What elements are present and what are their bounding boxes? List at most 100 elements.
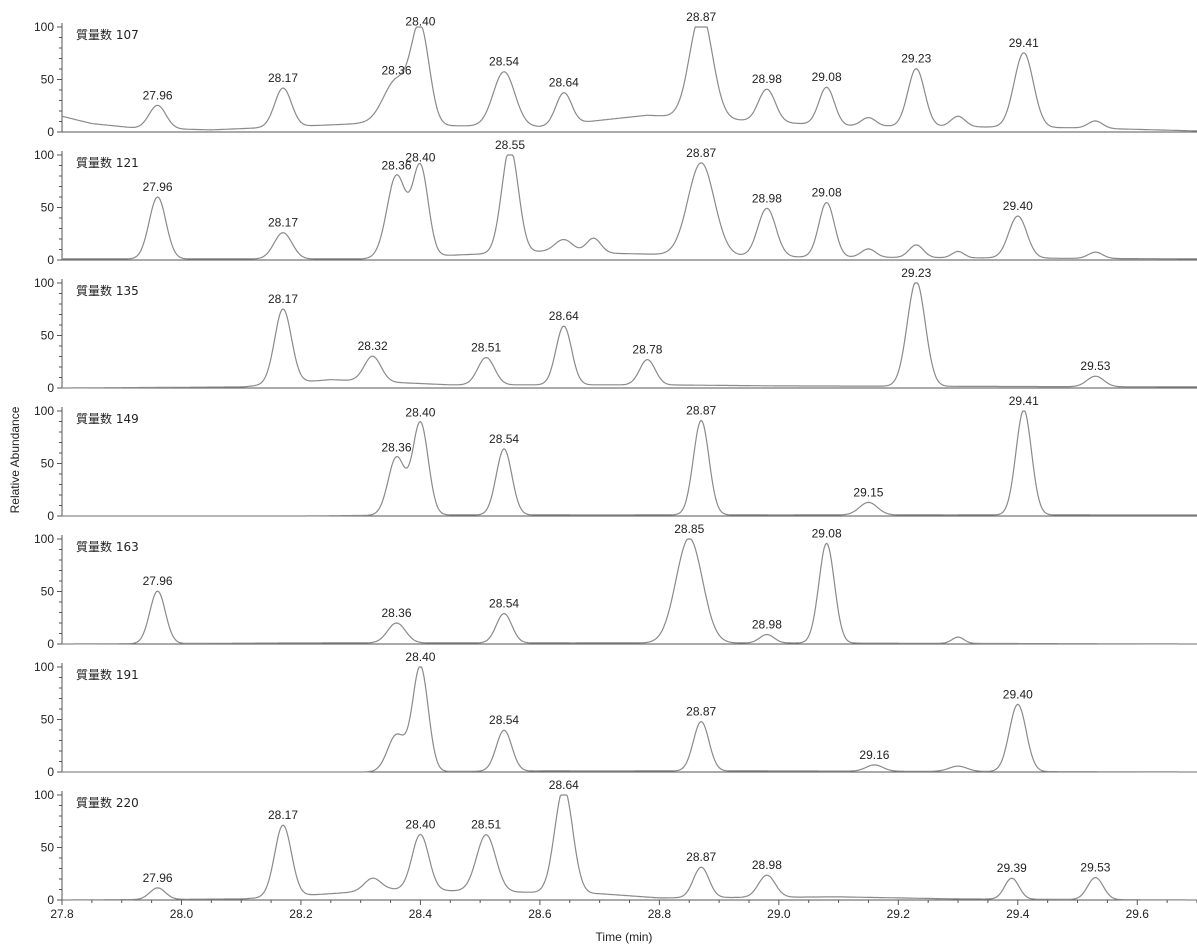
chromatogram-trace xyxy=(62,154,1197,260)
peak-label: 29.40 xyxy=(1003,199,1033,213)
chromatogram-trace xyxy=(62,794,1197,901)
panel-label: 質量数 121 xyxy=(76,155,139,170)
x-tick-label: 29.6 xyxy=(1126,907,1150,921)
peak-label: 28.51 xyxy=(471,818,501,832)
x-tick-label: 29.4 xyxy=(1006,907,1030,921)
peak-label: 28.36 xyxy=(382,440,412,454)
y-tick-label: 100 xyxy=(34,532,54,546)
peak-label: 29.08 xyxy=(812,526,842,540)
y-tick-label: 50 xyxy=(41,457,55,471)
chromatogram-trace xyxy=(61,26,1197,132)
peak-label: 28.55 xyxy=(495,138,525,152)
time-axis: 27.8 28.0 28.2 28.4 28.6 28.8 29.0 29.2 29.4 29.6 xyxy=(50,900,1197,921)
peak-label: 28.87 xyxy=(686,850,716,864)
y-tick-label: 0 xyxy=(47,765,54,779)
y-tick-label: 0 xyxy=(47,253,54,267)
peak-label: 27.96 xyxy=(143,871,173,885)
peak-label: 28.36 xyxy=(382,606,412,620)
y-tick-label: 0 xyxy=(47,125,54,139)
peak-label: 29.08 xyxy=(812,185,842,199)
peak-label: 29.23 xyxy=(901,52,931,66)
panel-4: 0 50 100 質量数 149 28.36 28.40 28.54 28.87 29.15 29… xyxy=(34,394,1197,523)
x-tick-label: 28.2 xyxy=(289,907,313,921)
peak-label: 28.17 xyxy=(268,71,298,85)
peak-label: 28.40 xyxy=(405,817,435,831)
x-tick-label: 29.0 xyxy=(767,907,791,921)
y-tick-label: 0 xyxy=(47,509,54,523)
y-tick-label: 100 xyxy=(34,660,54,674)
peak-label: 28.54 xyxy=(489,713,519,727)
peak-label: 28.51 xyxy=(471,341,501,355)
y-tick-label: 100 xyxy=(34,404,54,418)
peak-label: 28.98 xyxy=(752,858,782,872)
peak-label: 29.08 xyxy=(812,70,842,84)
peak-label: 28.17 xyxy=(268,808,298,822)
peak-label: 28.64 xyxy=(549,778,579,792)
peak-label: 28.64 xyxy=(549,76,579,90)
y-tick-label: 50 xyxy=(41,329,55,343)
chromatogram-trace xyxy=(62,538,1197,645)
peak-label: 27.96 xyxy=(143,88,173,102)
peak-label: 28.87 xyxy=(686,10,716,24)
y-tick-label: 50 xyxy=(41,713,55,727)
peak-label: 27.96 xyxy=(143,180,173,194)
x-tick-label: 28.8 xyxy=(648,907,672,921)
panel-label: 質量数 135 xyxy=(76,283,139,298)
y-tick-label: 50 xyxy=(41,585,55,599)
peak-label: 28.87 xyxy=(686,146,716,160)
peak-label: 28.36 xyxy=(382,159,412,173)
chromatogram-trace xyxy=(62,410,1197,517)
peak-label: 28.32 xyxy=(358,339,388,353)
peak-label: 29.41 xyxy=(1009,394,1039,408)
peak-label: 29.15 xyxy=(853,485,883,499)
panel-label: 質量数 191 xyxy=(76,667,139,682)
panel-label: 質量数 163 xyxy=(76,539,139,554)
y-tick-label: 0 xyxy=(47,893,54,907)
peak-label: 28.98 xyxy=(752,191,782,205)
y-tick-label: 50 xyxy=(41,841,55,855)
peak-label: 29.39 xyxy=(997,861,1027,875)
peak-label: 29.53 xyxy=(1080,861,1110,875)
x-axis-title: Time (min) xyxy=(596,930,653,944)
peak-label: 28.40 xyxy=(405,15,435,29)
x-tick-label: 27.8 xyxy=(50,907,74,921)
peak-label: 27.96 xyxy=(143,574,173,588)
panel-label: 質量数 107 xyxy=(76,27,139,42)
x-tick-label: 28.4 xyxy=(409,907,433,921)
y-tick-label: 0 xyxy=(47,637,54,651)
peak-label: 28.54 xyxy=(489,597,519,611)
peak-label: 28.98 xyxy=(752,72,782,86)
y-tick-label: 100 xyxy=(34,276,54,290)
peak-label: 29.53 xyxy=(1080,359,1110,373)
peak-label: 28.40 xyxy=(405,650,435,664)
peak-label: 28.87 xyxy=(686,705,716,719)
panel-label: 質量数 149 xyxy=(76,411,139,426)
peak-label: 28.40 xyxy=(405,406,435,420)
panel-7: 0 50 100 質量数 220 27.96 28.17 28.40 28.51 28.64 28… xyxy=(34,778,1197,907)
x-tick-label: 29.2 xyxy=(887,907,911,921)
chromatogram-trace xyxy=(62,282,1197,389)
chromatogram-trace xyxy=(62,666,1197,773)
peak-label: 28.87 xyxy=(686,403,716,417)
y-tick-label: 100 xyxy=(34,148,54,162)
peak-label: 28.54 xyxy=(489,432,519,446)
panel-label: 質量数 220 xyxy=(76,795,139,810)
peak-label: 28.17 xyxy=(268,216,298,230)
peak-label: 28.54 xyxy=(489,55,519,69)
panel-6: 0 50 100 質量数 191 28.40 28.54 28.87 29.16 29.40 xyxy=(34,650,1197,779)
peak-label: 28.98 xyxy=(752,618,782,632)
y-axis-title: Relative Abundance xyxy=(8,406,22,513)
y-tick-label: 0 xyxy=(47,381,54,395)
panel-1: 0 50 100 質量数 107 27.96 28.17 28.36 28.40 28.54 28… xyxy=(34,10,1197,139)
y-tick-label: 50 xyxy=(41,201,55,215)
peak-label: 28.40 xyxy=(405,150,435,164)
x-tick-label: 28.6 xyxy=(528,907,552,921)
peak-label: 28.85 xyxy=(674,522,704,536)
panel-5: 0 50 100 質量数 163 27.96 28.36 28.54 28.85 28.98 29… xyxy=(34,522,1197,651)
peak-label: 28.17 xyxy=(268,292,298,306)
peak-label: 28.78 xyxy=(632,343,662,357)
peak-label: 29.16 xyxy=(859,748,889,762)
peak-label: 28.64 xyxy=(549,309,579,323)
